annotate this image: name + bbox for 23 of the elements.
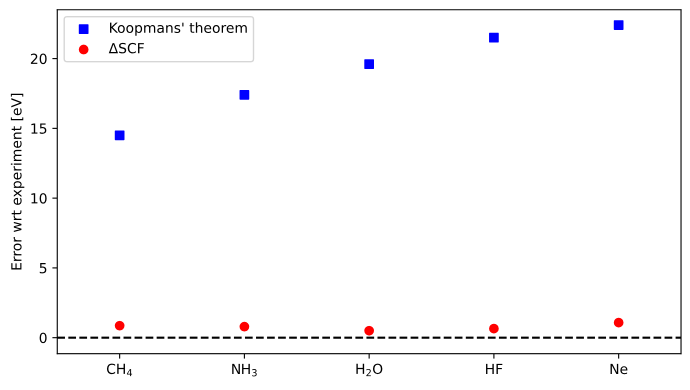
x-tick-label: NH$_{3}$ bbox=[232, 364, 257, 376]
point bbox=[114, 130, 125, 140]
x-tick-label: H$_{2}$O bbox=[356, 364, 382, 376]
y-axis-title: Error wrt experiment [eV] bbox=[10, 94, 24, 270]
point bbox=[614, 20, 624, 30]
point bbox=[489, 32, 499, 43]
point bbox=[240, 90, 250, 100]
point bbox=[489, 324, 499, 334]
y-tick-label: 15 bbox=[31, 124, 46, 134]
point bbox=[240, 322, 250, 332]
y-tick-label: 5 bbox=[40, 263, 46, 274]
x-tick-label: Ne bbox=[610, 364, 628, 374]
point bbox=[614, 318, 624, 328]
point bbox=[364, 59, 374, 70]
y-tick-label: 10 bbox=[31, 193, 47, 204]
legend-label: ΔSCF bbox=[108, 42, 144, 54]
x-tick-label: HF bbox=[486, 364, 502, 374]
legend-label: Koopmans' theorem bbox=[110, 22, 247, 36]
x-tick-label: CH$_{4}$ bbox=[106, 364, 132, 376]
y-tick-label: 0 bbox=[40, 332, 47, 344]
point bbox=[114, 320, 125, 331]
point bbox=[364, 326, 374, 336]
y-tick-label: 20 bbox=[30, 54, 47, 64]
